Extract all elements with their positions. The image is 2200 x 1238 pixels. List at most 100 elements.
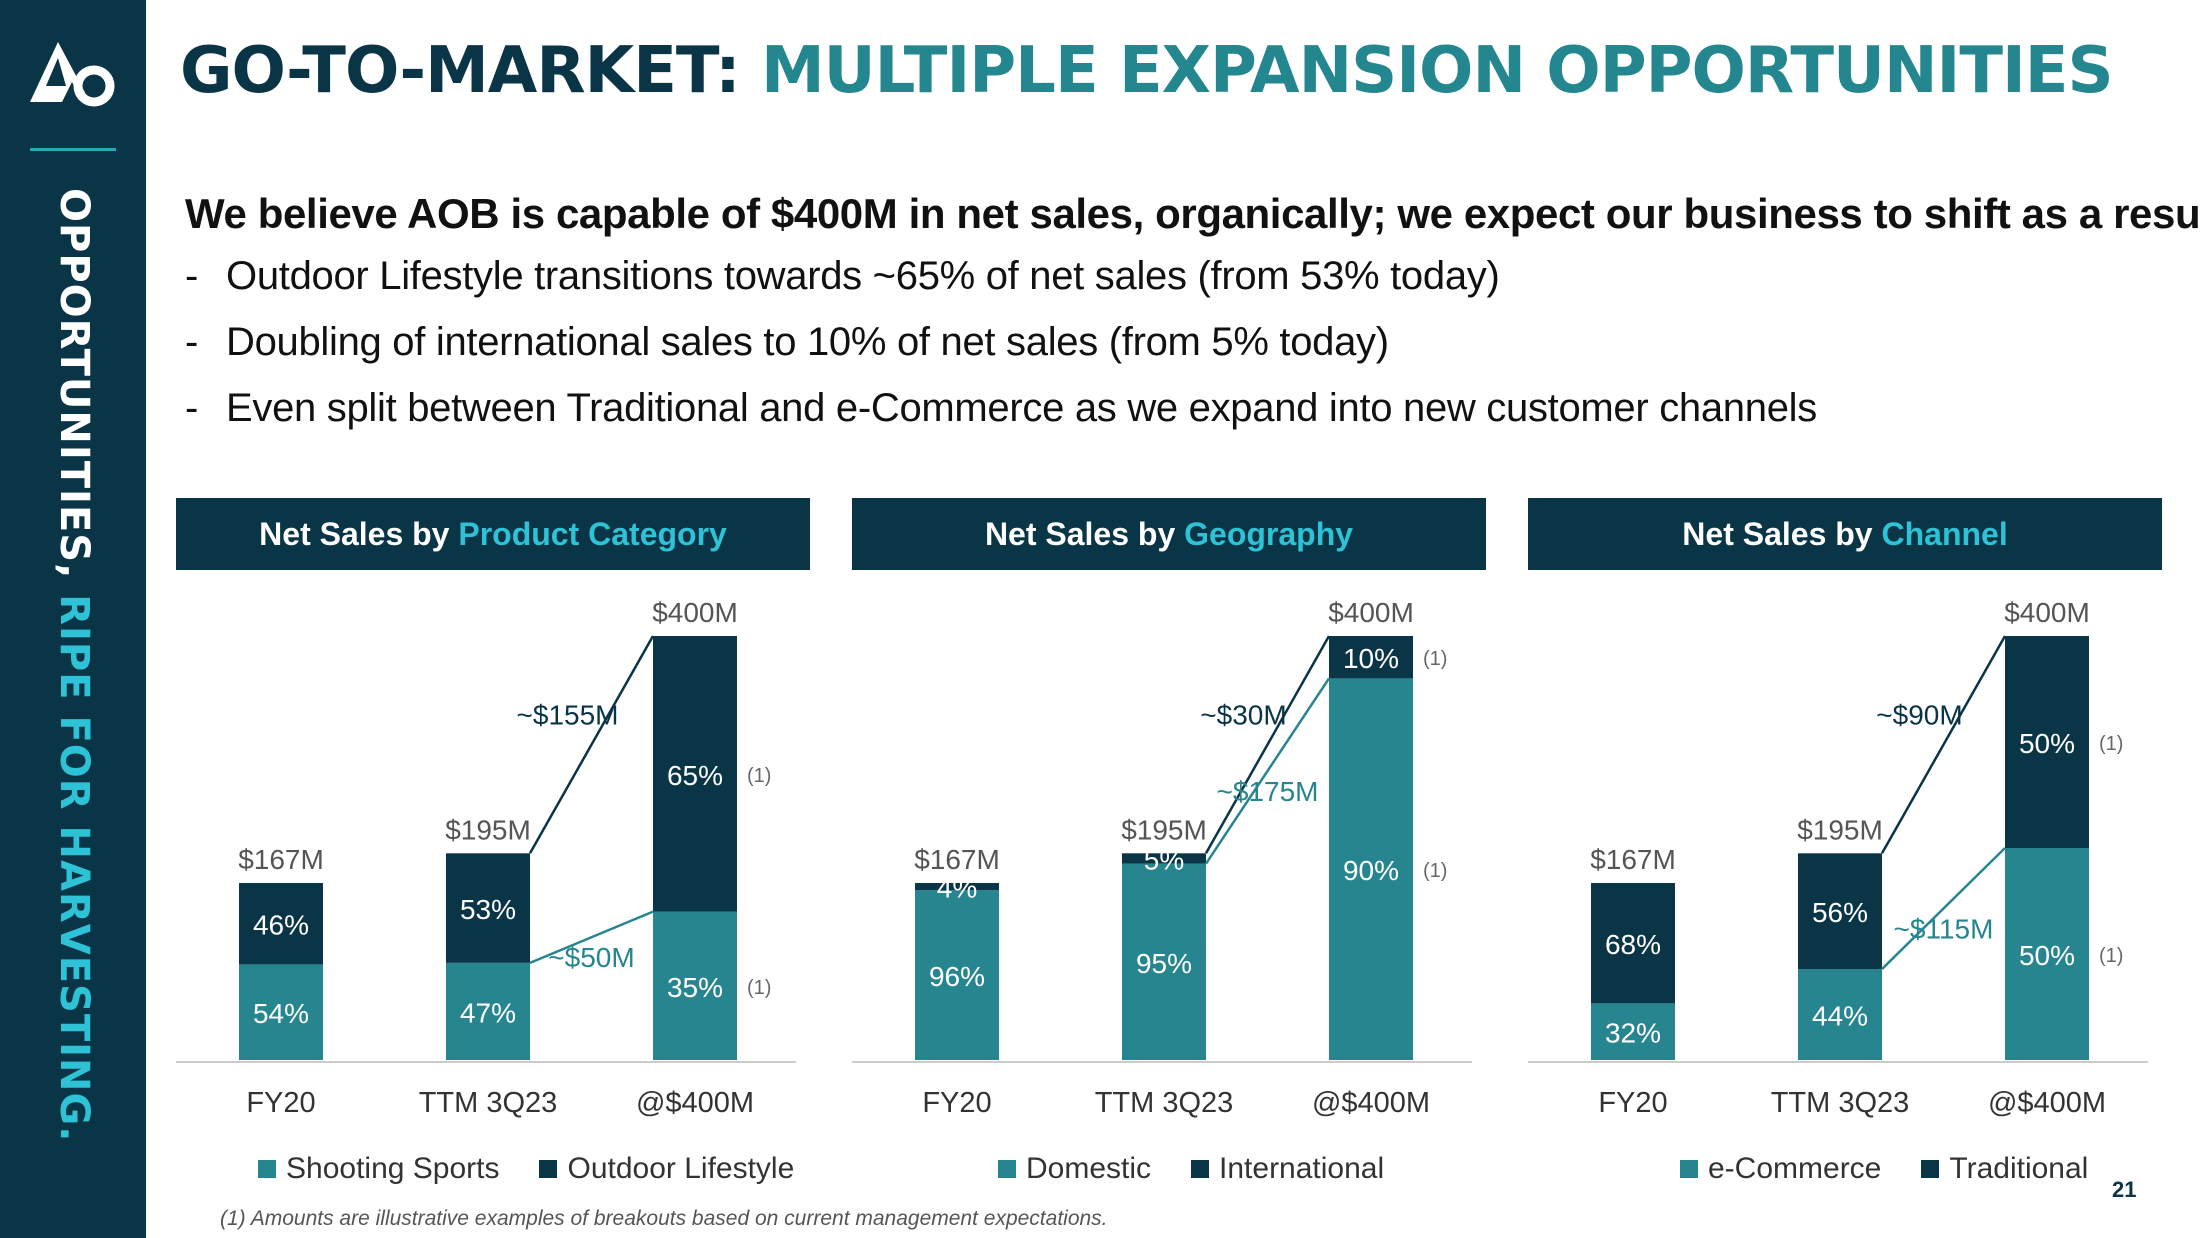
- sidebar: OPPORTUNITIES, RIPE FOR HARVESTING.: [0, 0, 146, 1238]
- bar-segment-e-commerce: [2005, 848, 2089, 1060]
- data-label: 46%: [253, 910, 309, 941]
- bullet-item: - Doubling of international sales to 10% …: [185, 320, 1389, 365]
- legend-swatch: [1191, 1160, 1210, 1178]
- legend-label: Domestic: [1026, 1152, 1152, 1185]
- legend-label: Outdoor Lifestyle: [567, 1152, 795, 1185]
- legend-item: Shooting Sports: [258, 1152, 499, 1186]
- chart-legend: e-Commerce Traditional: [1680, 1152, 2088, 1186]
- x-tick-label: TTM 3Q23: [419, 1087, 558, 1119]
- sidebar-label-part1: OPPORTUNITIES,: [51, 188, 97, 595]
- footnote-marker: (1): [1423, 648, 1447, 670]
- company-logo-icon: [30, 42, 115, 107]
- legend-swatch: [1921, 1160, 1940, 1178]
- bar-segment-shooting-sports: [653, 911, 737, 1060]
- data-label: 5%: [1144, 844, 1184, 875]
- footnote-marker: (1): [747, 977, 771, 999]
- chart-product-category-plot: 54% 46% $167M FY20 47% 53% $195M TTM 3Q23 35% (1)…: [176, 597, 796, 1119]
- data-label: 10%: [1343, 643, 1399, 674]
- bullet-text: Outdoor Lifestyle transitions towards ~6…: [226, 254, 1500, 298]
- x-tick-label: FY20: [1598, 1087, 1667, 1119]
- page-number: 21: [2112, 1177, 2137, 1202]
- bar-segment-traditional: [1591, 882, 1675, 1004]
- legend-item: Domestic: [998, 1152, 1151, 1186]
- bar-segment-traditional: [1798, 853, 1882, 970]
- data-label: 90%: [1343, 855, 1399, 886]
- chart-channel: 32% 68% $167M FY20 44% 56% $195M TTM 3Q23 50% (1)…: [1528, 580, 2188, 1210]
- sidebar-label-part2: RIPE FOR HARVESTING.: [51, 594, 97, 1143]
- legend-label: Traditional: [1949, 1152, 2089, 1185]
- total-label: $167M: [1590, 844, 1676, 875]
- data-label: 96%: [929, 961, 985, 992]
- growth-label: ~$50M: [548, 942, 634, 973]
- bar-segment-international: [915, 882, 999, 891]
- chart-legend: Shooting Sports Outdoor Lifestyle: [258, 1152, 794, 1186]
- data-label: 50%: [2019, 940, 2075, 971]
- data-label: 4%: [937, 873, 977, 904]
- legend-swatch: [539, 1160, 558, 1178]
- page-title: GO-TO-MARKET: MULTIPLE EXPANSION OPPORTU…: [180, 34, 2114, 108]
- footnote: (1) Amounts are illustrative examples of…: [220, 1207, 1108, 1230]
- bar-segment-outdoor-lifestyle: [239, 882, 323, 965]
- growth-label: ~$155M: [517, 700, 619, 731]
- growth-label: ~$30M: [1200, 700, 1286, 731]
- bar-segment-domestic: [1329, 678, 1413, 1060]
- chart-legend: Domestic International: [998, 1152, 1384, 1186]
- bar-segment-outdoor-lifestyle: [446, 853, 530, 963]
- chart-title-part1: Net Sales by: [984, 516, 1185, 552]
- x-tick-label: TTM 3Q23: [1095, 1087, 1234, 1119]
- chart-channel-plot: 32% 68% $167M FY20 44% 56% $195M TTM 3Q23 50% (1)…: [1528, 597, 2148, 1119]
- x-tick-label: @$400M: [1312, 1087, 1430, 1119]
- x-tick-label: @$400M: [1988, 1087, 2106, 1119]
- data-label: 35%: [667, 972, 723, 1003]
- growth-label: ~$175M: [1217, 776, 1319, 807]
- data-label: 68%: [1605, 929, 1661, 960]
- legend-swatch: [1680, 1160, 1698, 1178]
- bar-segment-international: [1329, 636, 1413, 679]
- footnote-marker: (1): [2099, 945, 2123, 967]
- data-label: 65%: [667, 760, 723, 791]
- legend-item: International: [1191, 1152, 1384, 1186]
- chart-header-channel: Net Sales by Channel: [1528, 498, 2162, 570]
- chart-geography: 96% 4% $167M FY20 95% 5% $195M TTM 3Q23 90% (1) 10…: [852, 580, 1512, 1210]
- page-title-part1: GO-TO-MARKET:: [180, 34, 761, 108]
- growth-label: ~$90M: [1876, 700, 1962, 731]
- bullet-item: - Even split between Traditional and e-Co…: [185, 386, 1817, 431]
- bar-segment-domestic: [915, 890, 999, 1060]
- bullet-dash: -: [185, 254, 199, 298]
- bar-segment-international: [1122, 853, 1206, 864]
- bullet-dash: -: [185, 320, 199, 364]
- growth-line: [1204, 635, 1331, 854]
- bullet-text: Even split between Traditional and e-Com…: [226, 386, 1817, 430]
- legend-swatch: [998, 1160, 1016, 1178]
- data-label: 50%: [2019, 728, 2075, 759]
- data-label: 56%: [1812, 897, 1868, 928]
- chart-header-product-category: Net Sales by Product Category: [176, 498, 810, 570]
- legend-item: Traditional: [1921, 1152, 2088, 1186]
- sidebar-section-label: OPPORTUNITIES, RIPE FOR HARVESTING.: [51, 188, 97, 1143]
- chart-header-geography: Net Sales by Geography: [852, 498, 1486, 570]
- bar-segment-e-commerce: [1798, 969, 1882, 1060]
- footnote-marker: (1): [747, 765, 771, 787]
- growth-line: [1881, 847, 2006, 970]
- bullet-item: - Outdoor Lifestyle transitions towards ~…: [185, 254, 1500, 299]
- bullet-text: Doubling of international sales to 10% o…: [226, 320, 1389, 364]
- growth-line: [1880, 635, 2007, 854]
- x-tick-label: @$400M: [636, 1087, 754, 1119]
- data-label: 54%: [253, 998, 309, 1029]
- chart-title-part1: Net Sales by: [259, 516, 459, 552]
- footnote-marker: (1): [2099, 733, 2123, 755]
- chart-product-category: 54% 46% $167M FY20 47% 53% $195M TTM 3Q23 35% (1)…: [176, 580, 836, 1210]
- growth-line: [528, 635, 655, 854]
- x-tick-label: FY20: [922, 1087, 991, 1119]
- total-label: $195M: [1121, 814, 1207, 845]
- bullet-dash: -: [185, 386, 199, 430]
- chart-geography-plot: 96% 4%$167M FY20 95% 5%$195M TTM 3Q23 90% (1) 10…: [852, 597, 1472, 1119]
- legend-item: e-Commerce: [1680, 1152, 1881, 1186]
- bar-segment-domestic: [1122, 863, 1206, 1060]
- legend-item: Outdoor Lifestyle: [539, 1152, 794, 1186]
- growth-line: [529, 910, 654, 965]
- legend-swatch: [258, 1160, 276, 1178]
- total-label: $400M: [652, 597, 738, 628]
- data-label: 44%: [1812, 1001, 1868, 1032]
- total-label: $400M: [2004, 597, 2090, 628]
